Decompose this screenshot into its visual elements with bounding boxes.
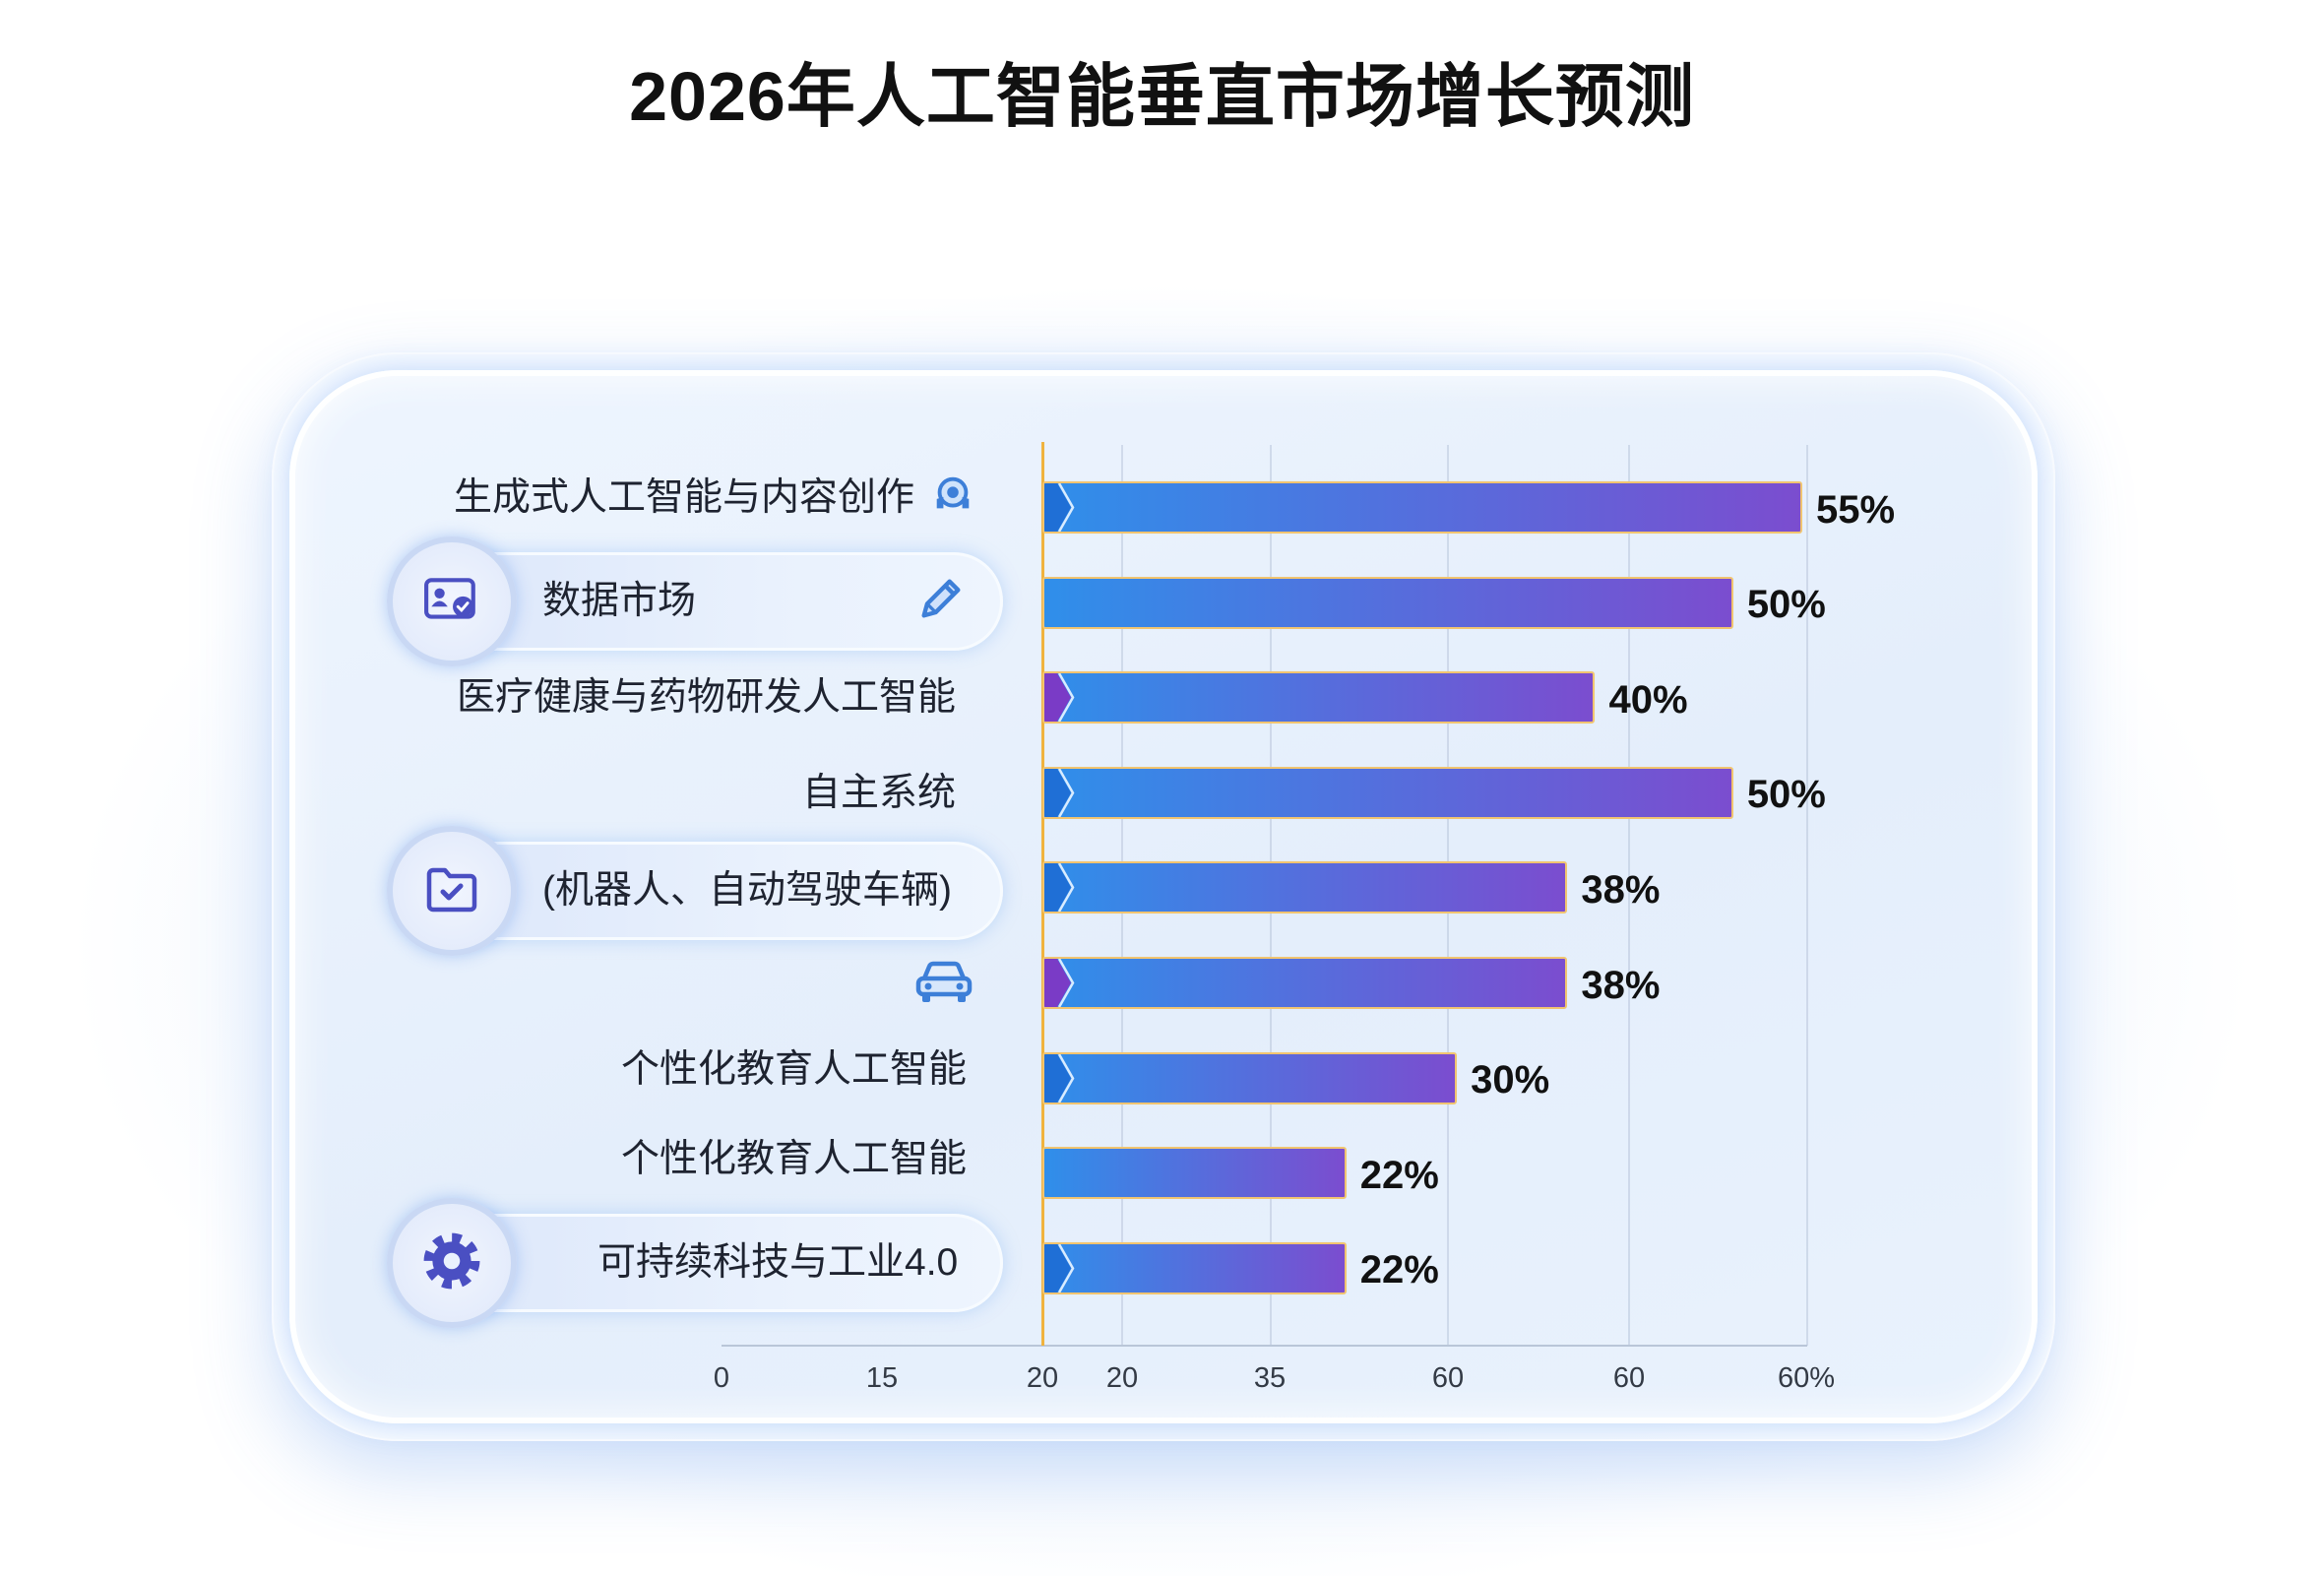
icon-badge [387, 536, 517, 666]
bar-chevron-mark [1044, 483, 1075, 532]
category-label-data-market: 数据市场 [542, 580, 697, 622]
gear-icon [421, 1230, 482, 1296]
x-tick-label: 20 [1026, 1362, 1059, 1394]
category-label-generative-ai: 生成式人工智能与内容创作 [453, 476, 914, 519]
x-tick-label: 60 [1431, 1362, 1465, 1394]
x-axis-line [722, 1345, 1807, 1347]
x-tick-label: 60% [1777, 1362, 1836, 1394]
x-tick-label: 0 [713, 1362, 730, 1394]
bar-9 [1042, 1241, 1347, 1294]
x-tick-label: 20 [1105, 1362, 1139, 1394]
category-label-autonomous-systems: 自主系统 [801, 772, 956, 814]
bar-chevron-mark [1044, 863, 1075, 913]
icon-badge [387, 1198, 517, 1328]
data-label-6: 38% [1581, 963, 1661, 1007]
headset-icon [930, 473, 975, 518]
category-label-education-2: 个性化教育人工智能 [620, 1138, 967, 1180]
data-label-5: 38% [1581, 867, 1661, 912]
chart-title: 2026年人工智能垂直市场增长预测 [629, 58, 1695, 135]
pencil-icon [915, 573, 967, 624]
bar-chevron-mark [1044, 1243, 1075, 1292]
car-icon [912, 957, 975, 1008]
x-tick-label: 35 [1253, 1362, 1287, 1394]
data-label-9: 22% [1359, 1248, 1439, 1292]
bar-8 [1042, 1147, 1347, 1200]
gridline [1806, 445, 1808, 1346]
folder-check-icon [424, 864, 479, 918]
data-label-2: 50% [1746, 583, 1826, 627]
category-label-healthcare: 医疗健康与药物研发人工智能 [456, 676, 956, 719]
data-label-4: 50% [1746, 773, 1826, 817]
data-label-1: 55% [1816, 487, 1896, 532]
category-label-sustainable-tech: 可持续科技与工业4.0 [597, 1241, 959, 1284]
id-card-icon [423, 575, 480, 629]
bar-2 [1042, 576, 1733, 629]
bar-chevron-mark [1044, 959, 1075, 1007]
bar-chevron-mark [1044, 1053, 1075, 1103]
category-label-robots-vehicles: (机器人、自动驾驶车辆) [542, 869, 952, 912]
bar-5 [1042, 861, 1568, 914]
bar-1 [1042, 481, 1802, 534]
bar-3 [1042, 671, 1596, 725]
bar-7 [1042, 1051, 1458, 1104]
data-label-3: 40% [1608, 677, 1688, 722]
x-tick-label: 60 [1612, 1362, 1646, 1394]
data-label-8: 22% [1359, 1153, 1439, 1197]
bar-chevron-mark [1044, 768, 1075, 817]
bar-4 [1042, 766, 1733, 819]
data-label-7: 30% [1471, 1058, 1550, 1103]
x-tick-label: 15 [865, 1362, 899, 1394]
category-label-education: 个性化教育人工智能 [620, 1048, 967, 1091]
gridline [1628, 445, 1630, 1346]
icon-badge [387, 826, 517, 956]
bar-chevron-mark [1044, 673, 1075, 723]
category-pill-data-market [413, 552, 1003, 651]
bar-6 [1042, 957, 1568, 1009]
